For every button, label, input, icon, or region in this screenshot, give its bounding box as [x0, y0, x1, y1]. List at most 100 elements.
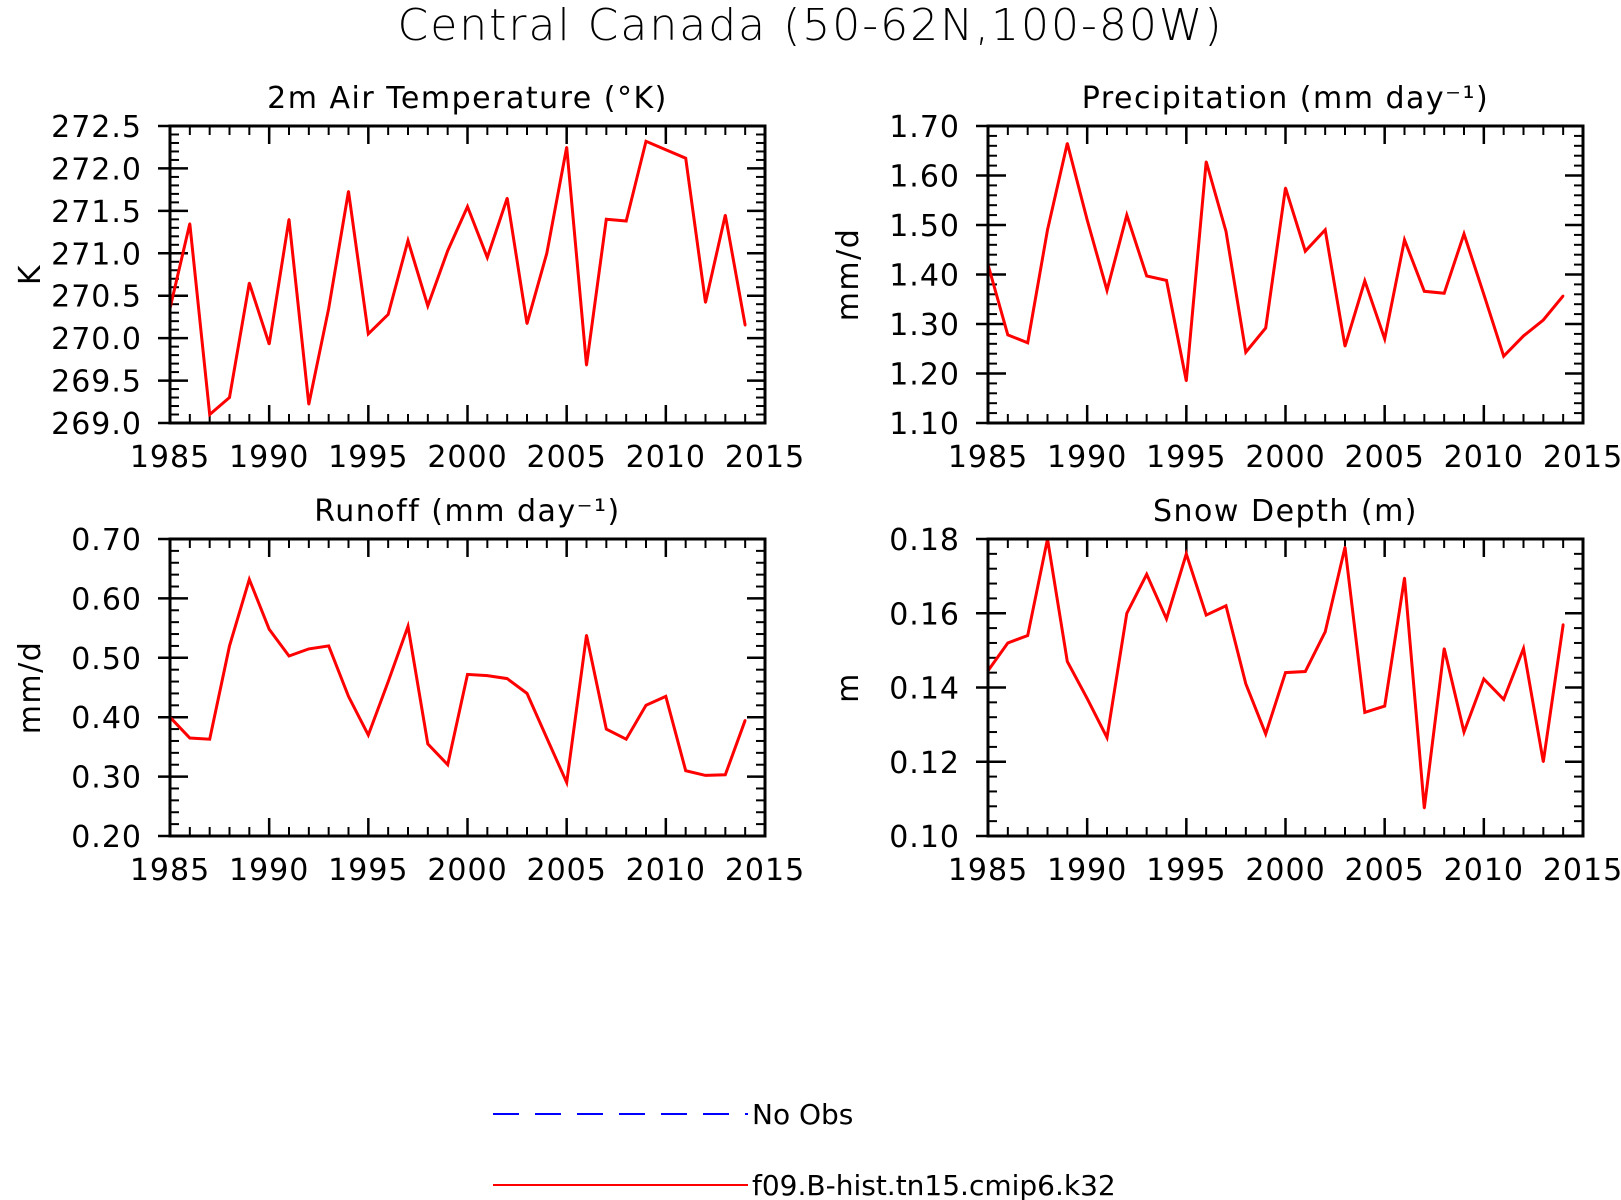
data-point-runoff [545, 736, 549, 740]
y-tick-label: 0.10 [889, 820, 960, 855]
data-point-air-temperature [704, 301, 707, 304]
data-point-runoff [426, 742, 430, 746]
x-tick-label: 2000 [427, 440, 507, 475]
data-point-runoff [724, 773, 727, 777]
data-point-runoff [684, 769, 687, 772]
data-point-snow-depth [1105, 736, 1109, 739]
data-point-air-temperature [386, 313, 390, 316]
data-point-snow-depth [1442, 647, 1446, 650]
data-point-air-temperature [724, 213, 727, 217]
y-axis-label-air-temperature: K [13, 264, 48, 285]
data-point-precipitation [1482, 293, 1486, 296]
data-point-precipitation [1561, 294, 1565, 297]
data-point-snow-depth [1363, 711, 1367, 714]
y-tick-label: 0.40 [71, 701, 142, 736]
data-point-precipitation [1323, 228, 1327, 232]
data-point-snow-depth [1066, 660, 1069, 663]
x-tick-label: 2005 [526, 853, 606, 888]
data-point-snow-depth [1423, 806, 1426, 810]
y-tick-label: 0.70 [71, 523, 142, 558]
y-tick-label: 271.0 [51, 237, 142, 272]
data-point-precipitation [1085, 218, 1089, 222]
panel-title-air-temperature: 2m Air Temperature (°K) [267, 81, 668, 116]
y-tick-label: 1.50 [889, 209, 960, 244]
data-point-air-temperature [228, 396, 231, 399]
data-point-snow-depth [1006, 641, 1010, 645]
data-point-precipitation [1204, 160, 1208, 163]
x-tick-label: 2015 [725, 440, 805, 475]
y-tick-label: 0.60 [71, 582, 142, 617]
legend-model-label: f09.B-hist.tn15.cmip6.k32 [752, 1169, 1116, 1200]
data-point-air-temperature [624, 219, 628, 223]
plot-frame-air-temperature [168, 124, 767, 425]
x-tick-label: 2015 [725, 853, 805, 888]
data-point-snow-depth [1244, 682, 1248, 685]
y-tick-label: 0.20 [71, 820, 142, 855]
data-point-air-temperature [664, 148, 668, 151]
x-tick-label: 1995 [1146, 853, 1226, 888]
data-point-runoff [605, 727, 608, 731]
data-point-air-temperature [505, 196, 509, 200]
data-point-snow-depth [1561, 623, 1565, 626]
panel-title-runoff: Runoff (mm day⁻¹) [314, 494, 620, 529]
y-tick-label: 0.14 [889, 672, 960, 707]
data-point-air-temperature [287, 218, 291, 221]
data-point-snow-depth [1502, 698, 1505, 701]
data-point-snow-depth [1482, 677, 1486, 681]
data-point-precipitation [1224, 230, 1228, 233]
panel-air-temperature: 2m Air Temperature (°K) K 1985 1990 1995 2000… [13, 81, 805, 475]
data-point-precipitation [1165, 279, 1168, 282]
data-point-runoff [327, 644, 330, 648]
x-tick-label: 2005 [526, 440, 606, 475]
data-point-runoff [386, 680, 390, 683]
data-point-precipitation [1264, 326, 1267, 330]
y-tick-label: 1.20 [889, 358, 960, 393]
y-tick-label: 271.5 [51, 195, 142, 230]
data-point-precipitation [1542, 318, 1545, 322]
data-point-runoff [486, 674, 489, 677]
x-tick-label: 2015 [1543, 440, 1621, 475]
data-point-air-temperature [585, 364, 588, 367]
y-tick-label: 269.5 [51, 365, 142, 400]
x-tick-label: 2000 [1245, 853, 1325, 888]
y-tick-label: 0.12 [889, 746, 960, 781]
data-point-runoff [743, 718, 747, 722]
y-tick-label: 270.5 [51, 280, 142, 315]
x-tick-label: 1990 [229, 853, 309, 888]
x-tick-label: 1990 [229, 440, 309, 475]
data-point-precipitation [1244, 351, 1248, 354]
data-point-air-temperature [446, 249, 449, 252]
data-point-runoff [644, 704, 648, 707]
series-line-runoff [168, 574, 747, 788]
data-point-precipitation [1284, 186, 1287, 190]
y-tick-label: 1.70 [889, 110, 960, 145]
y-tick-label: 0.18 [889, 523, 960, 558]
data-point-runoff [267, 628, 271, 631]
data-point-precipitation [1423, 290, 1426, 293]
data-point-runoff [406, 625, 410, 628]
data-point-snow-depth [1304, 670, 1307, 673]
data-point-precipitation [1403, 238, 1406, 242]
data-point-runoff [188, 736, 192, 740]
data-point-air-temperature [545, 252, 549, 255]
panel-precipitation: Precipitation (mm day⁻¹) mm/d 1985 1990 1995… [831, 81, 1621, 475]
data-point-precipitation [1125, 213, 1129, 217]
x-tick-label: 1990 [1047, 440, 1127, 475]
x-tick-label: 1995 [328, 853, 408, 888]
data-point-snow-depth [1224, 604, 1228, 608]
data-point-air-temperature [644, 140, 648, 143]
y-axis-label-snow-depth: m [831, 672, 866, 703]
y-tick-label: 0.50 [71, 642, 142, 677]
plot-frame-runoff [168, 537, 767, 838]
data-point-precipitation [1145, 274, 1148, 278]
data-point-precipitation [1442, 292, 1446, 295]
data-point-snow-depth [1264, 732, 1267, 736]
data-point-precipitation [1462, 232, 1466, 236]
x-tick-label: 2010 [626, 440, 706, 475]
data-point-precipitation [1343, 345, 1347, 348]
series-line-precipitation [986, 142, 1565, 382]
series-line-snow-depth [986, 538, 1565, 809]
x-tick-label: 2000 [1245, 440, 1325, 475]
data-point-precipitation [1046, 228, 1049, 232]
